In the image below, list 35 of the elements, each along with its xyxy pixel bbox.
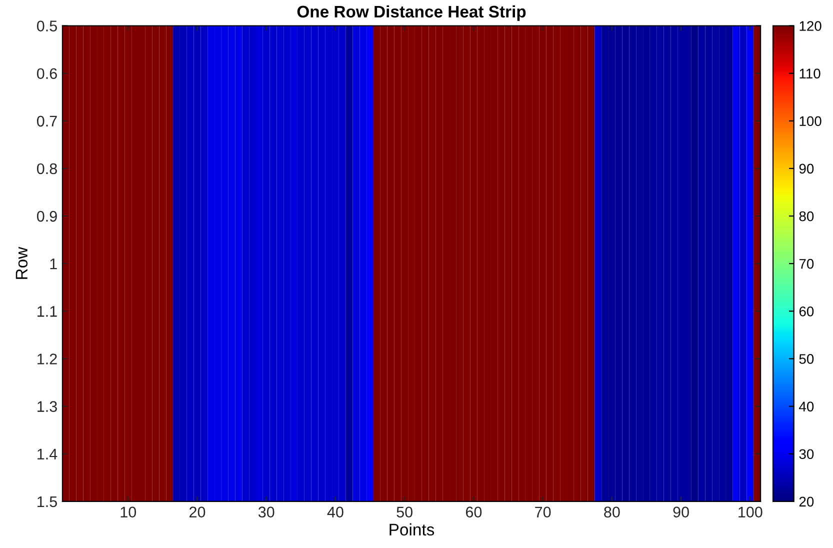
y-tick-label: 1 [50, 258, 57, 270]
color-bar-label: 100 [800, 116, 822, 126]
x-tick-label: 80 [604, 506, 620, 518]
y-tick-label: 1.1 [38, 306, 57, 317]
x-tick-label: 30 [258, 506, 274, 518]
y-tick-label: 1.4 [38, 448, 58, 460]
x-tick-label: 10 [120, 506, 136, 518]
color-bar-label: 30 [799, 449, 814, 460]
y-tick-label: 0.8 [36, 163, 57, 174]
chart-title: One Row Distance Heat Strip [297, 5, 526, 21]
x-tick-label: 40 [327, 506, 344, 518]
color-bar-label: 80 [799, 211, 814, 222]
y-tick-label: 0.7 [36, 116, 57, 127]
color-bar-label: 20 [799, 496, 814, 507]
y-tick-label: 0.9 [36, 210, 57, 222]
y-tick-label: 0.5 [36, 20, 57, 32]
x-tick-label: 50 [396, 506, 412, 518]
x-tick-label: 20 [190, 506, 206, 518]
color-bar-label: 70 [799, 258, 814, 269]
x-tick-label: 90 [673, 506, 689, 518]
color-bar-label: 40 [799, 402, 814, 412]
y-tick-label: 1.2 [38, 354, 57, 364]
color-bar-label: 110 [800, 68, 820, 78]
color-bar-label: 90 [799, 164, 814, 174]
x-tick-label: 60 [466, 506, 482, 518]
color-bar-label: 120 [800, 21, 822, 31]
x-tick-label: 100 [738, 506, 762, 518]
color-bar-label: 60 [799, 306, 814, 316]
y-tick-label: 0.6 [36, 68, 57, 80]
y-axis-title: Row [16, 246, 28, 279]
y-tick-label: 1.3 [38, 401, 57, 412]
color-bar-label: 50 [799, 354, 814, 364]
x-tick-label: 70 [535, 506, 551, 518]
y-tick-label: 1.5 [38, 496, 57, 508]
x-axis-title: Points [390, 523, 434, 536]
